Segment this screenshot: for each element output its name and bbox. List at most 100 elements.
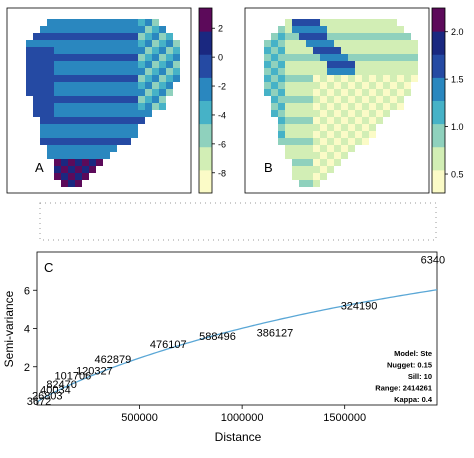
map-cell: [103, 96, 110, 103]
map-cell: [152, 61, 159, 68]
map-cell: [103, 110, 110, 117]
map-cell: [75, 33, 82, 40]
map-cell: [33, 96, 40, 103]
map-cell: [299, 180, 306, 187]
map-cell: [362, 47, 369, 54]
map-cell: [145, 96, 152, 103]
map-cell: [117, 75, 124, 82]
map-cell: [299, 19, 306, 26]
map-cell: [299, 110, 306, 117]
map-cell: [397, 47, 404, 54]
map-cell: [138, 61, 145, 68]
map-cell: [320, 124, 327, 131]
map-cell: [411, 40, 418, 47]
map-cell: [292, 131, 299, 138]
map-cell: [355, 19, 362, 26]
map-cell: [299, 96, 306, 103]
map-cell: [264, 40, 271, 47]
map-cell: [313, 173, 320, 180]
map-cell: [33, 54, 40, 61]
map-cell: [292, 159, 299, 166]
map-cell: [306, 96, 313, 103]
map-cell: [334, 89, 341, 96]
map-cell: [369, 82, 376, 89]
map-cell: [75, 152, 82, 159]
map-cell: [103, 103, 110, 110]
map-cell: [40, 54, 47, 61]
map-cell: [40, 82, 47, 89]
map-cell: [362, 19, 369, 26]
map-cell: [390, 40, 397, 47]
map-cell: [131, 117, 138, 124]
colorbar-tick-label: 0.5: [451, 170, 464, 180]
map-cell: [103, 40, 110, 47]
map-cell: [61, 68, 68, 75]
map-cell: [96, 124, 103, 131]
map-cell: [47, 89, 54, 96]
map-cell: [145, 68, 152, 75]
map-cell: [327, 40, 334, 47]
map-cell: [341, 75, 348, 82]
map-cell: [110, 138, 117, 145]
map-cell: [173, 40, 180, 47]
x-axis-title: Distance: [215, 430, 262, 444]
map-cell: [82, 40, 89, 47]
map-cell: [299, 103, 306, 110]
map-cell: [159, 96, 166, 103]
map-cell: [68, 26, 75, 33]
map-cell: [75, 61, 82, 68]
map-cell: [47, 47, 54, 54]
map-cell: [397, 26, 404, 33]
map-cell: [117, 26, 124, 33]
map-cell: [152, 47, 159, 54]
map-cell: [264, 75, 271, 82]
map-cell: [33, 68, 40, 75]
map-cell: [61, 131, 68, 138]
x-tick-label: 1500000: [323, 412, 366, 424]
map-cell: [299, 173, 306, 180]
map-cell: [96, 33, 103, 40]
map-cell: [96, 110, 103, 117]
map-cell: [26, 40, 33, 47]
map-cell: [320, 82, 327, 89]
map-cell: [159, 75, 166, 82]
map-cell: [411, 75, 418, 82]
map-cell: [264, 82, 271, 89]
map-cell: [327, 152, 334, 159]
colorbar-swatch: [199, 54, 212, 78]
map-cell: [320, 166, 327, 173]
colorbar-frame: [431, 7, 446, 194]
map-cell: [390, 89, 397, 96]
map-cell: [397, 82, 404, 89]
map-cell: [40, 110, 47, 117]
map-cell: [327, 61, 334, 68]
map-cell: [404, 75, 411, 82]
map-cell: [40, 103, 47, 110]
colorbar-swatch: [432, 123, 445, 148]
map-cell: [292, 152, 299, 159]
map-cell: [348, 138, 355, 145]
map-cell: [61, 89, 68, 96]
map-cell: [61, 173, 68, 180]
map-cell: [362, 40, 369, 47]
map-cell: [159, 89, 166, 96]
map-cell: [47, 103, 54, 110]
map-cell: [313, 124, 320, 131]
map-cell: [124, 68, 131, 75]
map-cell: [68, 159, 75, 166]
map-cell: [299, 117, 306, 124]
map-cell: [334, 159, 341, 166]
map-cell: [26, 89, 33, 96]
map-cell: [348, 110, 355, 117]
map-cell: [124, 19, 131, 26]
map-cell: [369, 124, 376, 131]
map-cell: [264, 89, 271, 96]
map-cell: [54, 75, 61, 82]
map-cell: [271, 54, 278, 61]
map-cell: [110, 19, 117, 26]
map-cell: [96, 68, 103, 75]
map-cell: [278, 89, 285, 96]
map-cell: [166, 40, 173, 47]
map-cell: [334, 40, 341, 47]
